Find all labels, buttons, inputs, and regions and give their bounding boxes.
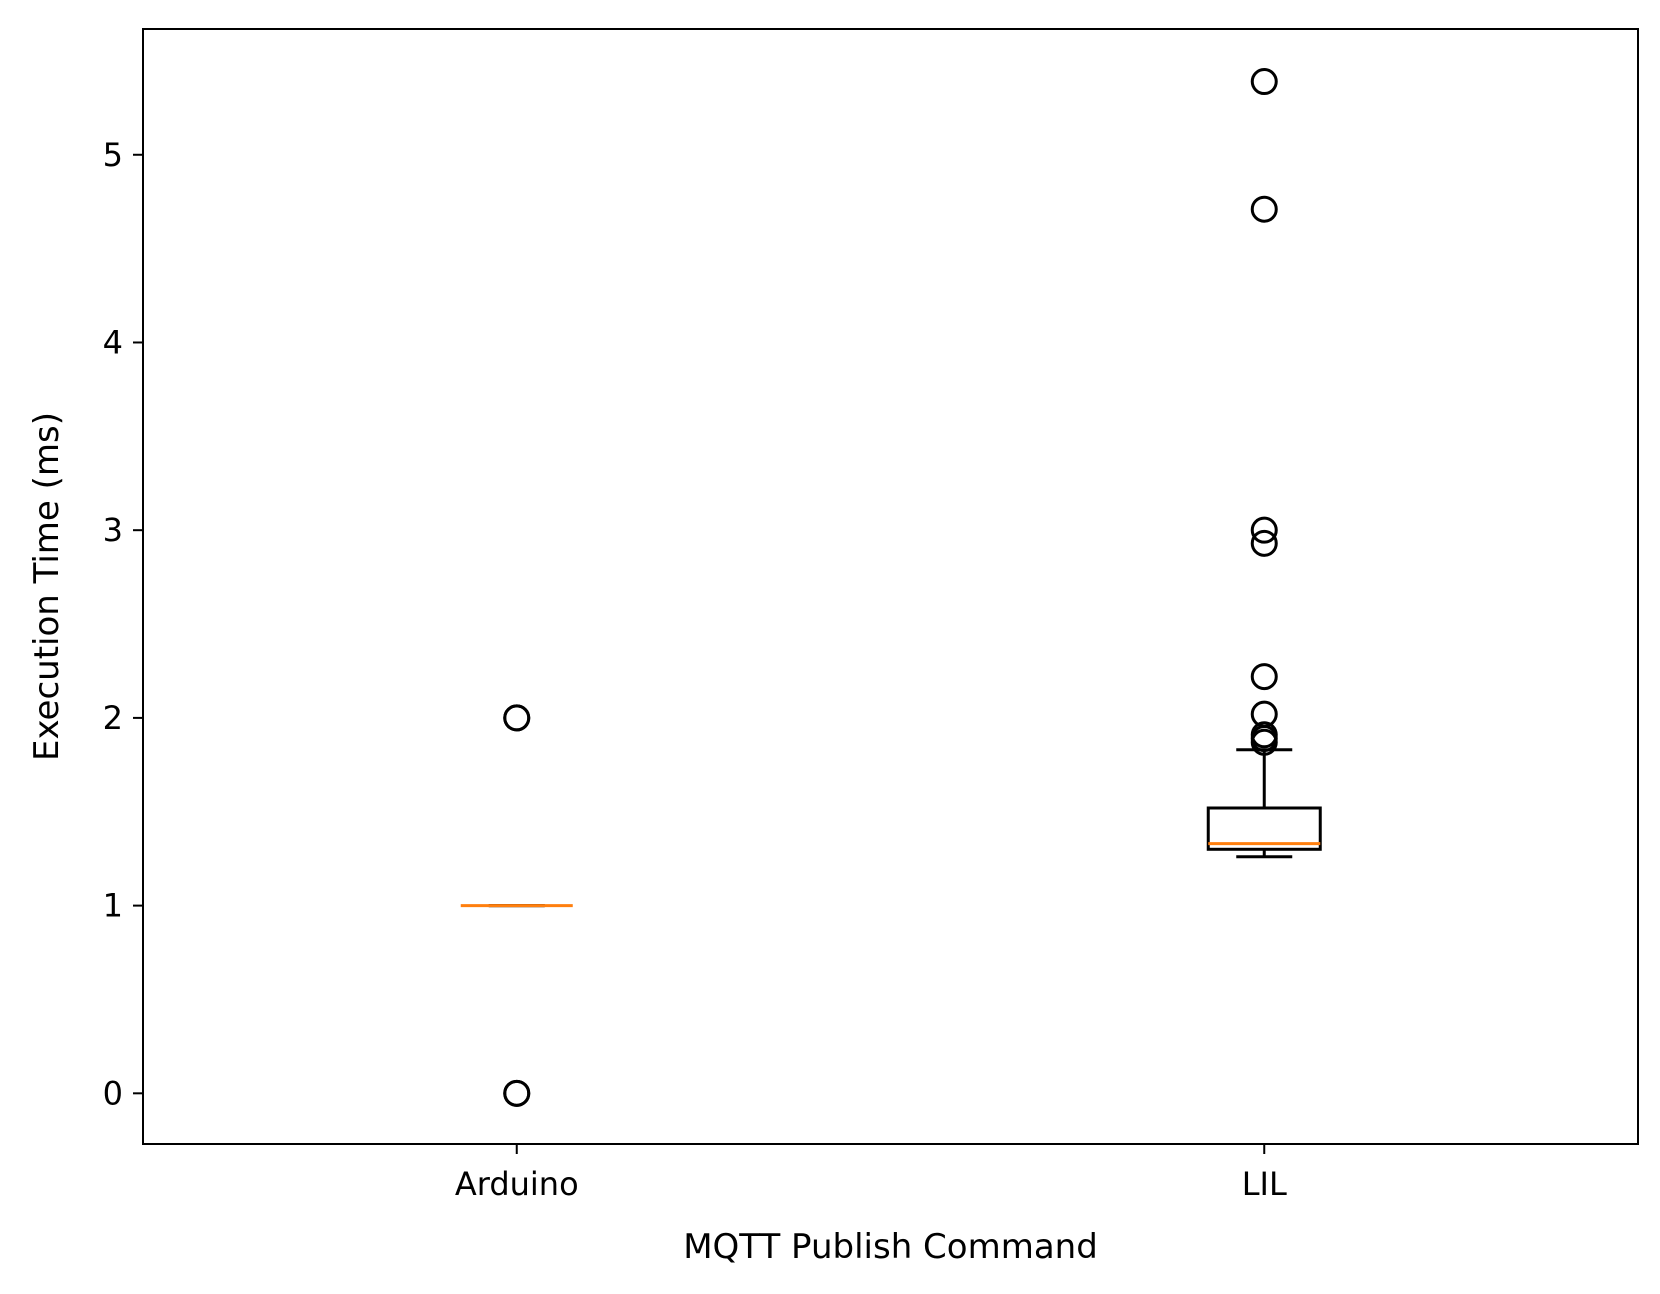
outlier-point — [503, 1079, 531, 1107]
y-tick-label: 2 — [103, 699, 123, 737]
y-tick-label: 0 — [103, 1074, 123, 1112]
box-iqr — [1206, 806, 1322, 851]
x-tick-label: Arduino — [455, 1165, 579, 1203]
y-axis-label: Execution Time (ms) — [27, 412, 67, 761]
y-tick-label: 5 — [103, 136, 123, 174]
plot-frame — [142, 28, 1639, 1145]
y-tick-label: 3 — [103, 511, 123, 549]
outlier-point — [1250, 700, 1278, 728]
outlier-point — [1250, 68, 1278, 96]
outlier-point — [503, 704, 531, 732]
y-tick-label: 4 — [103, 323, 123, 361]
box-group-lil — [1206, 68, 1322, 859]
outlier-point — [1250, 195, 1278, 223]
plot-area: 0 1 2 3 4 5 Arduino LIL — [103, 28, 1639, 1203]
outlier-point — [1250, 516, 1278, 544]
y-tick-label: 1 — [103, 887, 123, 925]
box-group-arduino — [460, 704, 573, 1107]
outlier-point — [1250, 663, 1278, 691]
outlier-point — [1250, 721, 1278, 749]
x-axis-label: MQTT Publish Command — [683, 1227, 1098, 1267]
x-tick-label: LIL — [1242, 1165, 1287, 1203]
outlier-point — [1250, 529, 1278, 557]
